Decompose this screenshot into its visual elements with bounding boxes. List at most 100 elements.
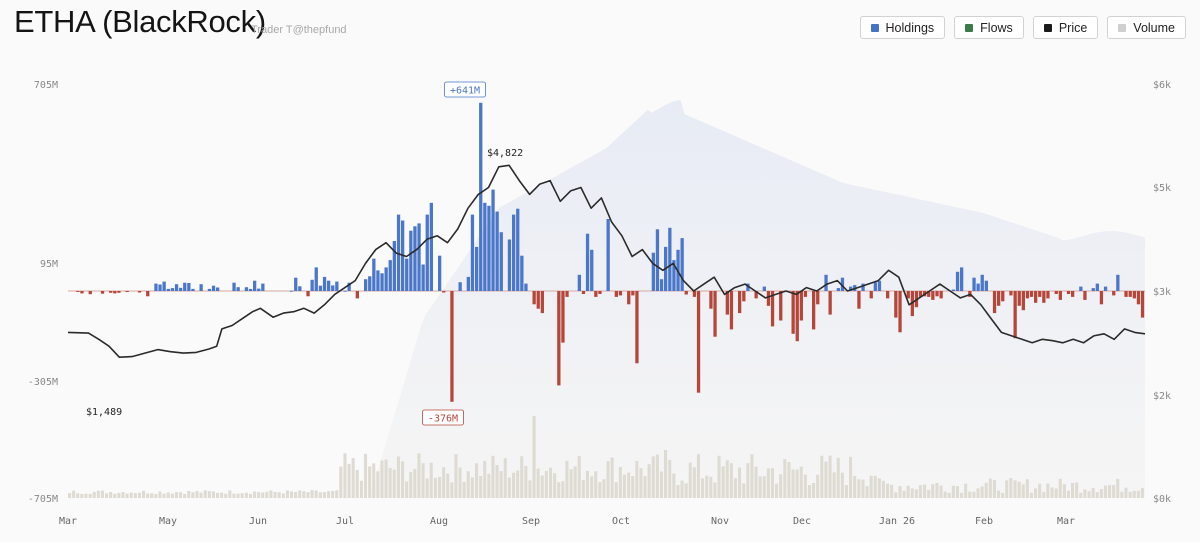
volume-bar [984,482,988,498]
volume-bar [1132,490,1136,498]
volume-bar [931,484,935,498]
volume-bars [68,416,1144,498]
inflow-bar [668,227,672,291]
volume-bar [1103,485,1107,498]
volume-bar [914,489,918,498]
volume-bar [1005,480,1009,498]
inflow-bar [236,287,240,291]
outflow-bar [536,291,540,309]
volume-bar [187,491,191,498]
volume-bar [409,471,413,498]
right-axis-tick: $3k [1153,287,1171,298]
inflow-bar [1103,286,1108,291]
volume-bar [314,490,318,498]
left-axis-tick: 95M [40,259,58,270]
volume-bar [844,485,848,498]
inflow-bar [162,281,166,291]
volume-bar [816,474,820,498]
inflow-bar [849,286,853,291]
inflow-bar [590,249,594,291]
legend-flows-button[interactable]: Flows [954,16,1024,39]
volume-bar [516,470,520,498]
volume-bar [216,492,220,498]
volume-bar [890,484,894,498]
volume-bar [766,468,770,498]
volume-bar [1029,492,1033,498]
outflow-bar [1132,291,1136,299]
volume-bar [335,490,339,498]
legend-holdings-label: Holdings [885,20,935,35]
volume-bar [676,485,680,498]
outflow-bar [1029,291,1034,297]
volume-bar [1050,487,1054,498]
volume-bar [294,492,298,498]
price-line [67,164,1146,358]
inflow-bar [984,280,988,291]
volume-bar [142,490,146,498]
volume-bar [840,472,844,498]
volume-bar [721,466,725,498]
outflow-bar [828,291,832,315]
volume-bar [100,490,104,498]
volume-bar [606,461,610,498]
volume-bar [454,454,458,498]
inflow-bar [257,288,261,291]
volume-bar [553,473,557,498]
volume-bar [507,477,511,498]
volume-bar [224,493,228,498]
outflow-bar [540,291,544,314]
inflow-bar [298,286,302,291]
legend-volume-button[interactable]: Volume [1107,16,1186,39]
volume-bar [491,455,495,498]
volume-bar [581,479,585,498]
inflow-bar [417,223,421,291]
volume-bar [775,483,779,498]
volume-bar [150,493,154,498]
volume-bar [680,480,684,498]
volume-bar [479,476,483,498]
volume-bar [1066,490,1070,498]
max-price-annotation: $4,822 [487,148,523,159]
inflow-bar [158,284,162,291]
inflow-bar [207,288,212,291]
outflow-bar [1046,291,1050,299]
volume-bar [220,492,224,498]
volume-bar [635,461,639,498]
outflow-bar [1013,291,1017,339]
volume-bar [162,493,166,498]
inflow-bar [154,283,158,291]
outflow-bar [113,291,117,294]
volume-bar [253,491,257,498]
inflow-bar [327,280,331,291]
volume-bar [1009,478,1013,498]
outflow-bar [803,291,808,297]
volume-bar [622,474,626,498]
legend-holdings-button[interactable]: Holdings [859,16,946,39]
volume-bar [396,456,400,498]
volume-bar [450,482,454,498]
legend-price-button[interactable]: Price [1032,16,1099,39]
outflow-bar [561,291,565,343]
inflow-bar [253,280,257,291]
outflow-bar [565,291,569,297]
volume-bar [1091,488,1095,498]
outflow-bar [1058,291,1062,300]
volume-bar [684,483,688,498]
x-axis-tick: Aug [430,516,448,527]
volume-bar [228,490,232,498]
right-axis-tick: $0k [1153,494,1171,505]
volume-bar [273,491,277,498]
inflow-bar [475,246,479,291]
volume-bar [791,469,795,498]
volume-bar [1136,490,1140,498]
volume-bar [1046,483,1050,498]
inflow-bar [458,282,462,291]
outflow-bar [1042,291,1046,303]
inflow-bar [376,270,380,291]
outflow-bar [1001,291,1005,302]
outflow-bar [684,291,688,295]
volume-bar [803,474,807,498]
min-flow-annotation: -376M [422,409,464,426]
volume-bar [1038,483,1042,498]
